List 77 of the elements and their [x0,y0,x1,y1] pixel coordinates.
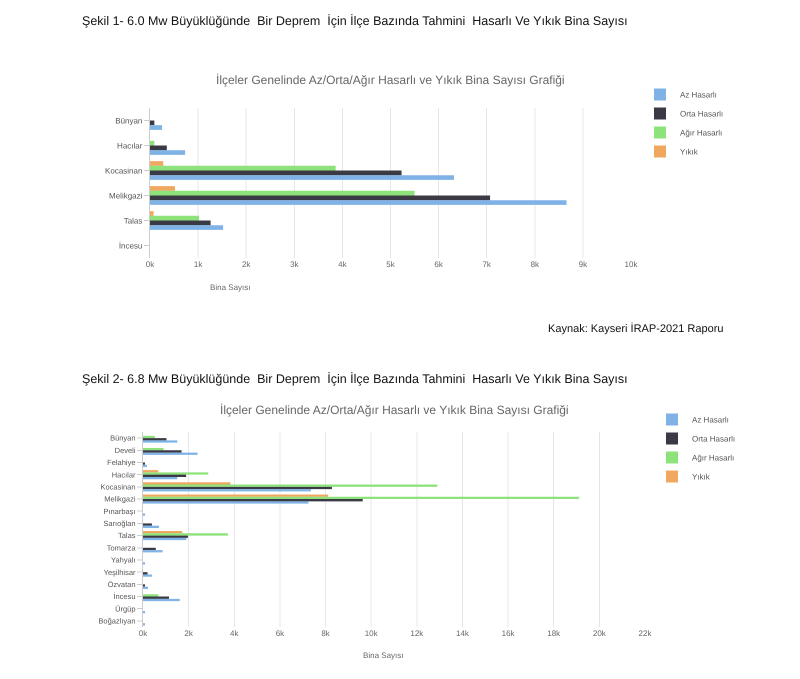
legend-label: Yıkık [680,148,699,157]
x-tick-label: 0k [146,260,156,269]
bar [143,494,328,497]
bar [143,452,198,455]
bar [150,125,162,130]
legend-label: Yıkık [692,472,711,482]
legend-label: Ağır Hasarlı [692,454,734,463]
bar [143,531,182,534]
x-tick-label: 3k [290,260,300,269]
legend-label: Orta Hasarlı [692,434,736,444]
bar [150,220,211,226]
chart-title: İlçeler Genelinde Az/Orta/Ağır Hasarlı ve Yıkık Bina Sayısı Grafiği [220,403,569,417]
bar [150,166,336,170]
x-tick-label: 4k [230,629,240,638]
bar [143,550,163,552]
bar [150,190,415,196]
y-tick-label: İncesu [118,241,142,250]
bar [143,470,158,472]
bar [143,536,188,538]
x-tick-label: 14k [456,629,470,638]
bar [150,120,154,126]
bar [150,140,154,146]
x-tick-label: 22k [638,629,652,638]
bar [150,150,186,155]
text: Kaynak: Kayseri İRAP-2021 Raporu [548,322,724,335]
x-tick-label: 5k [386,260,396,269]
legend-label: Orta Hasarlı [680,110,724,119]
bar [150,170,402,176]
legend-label: Az Hasarlı [692,416,729,425]
x-axis-title: Bina Sayısı [210,283,250,292]
bar [143,526,159,528]
y-tick-label: Talas [124,216,142,226]
chart-subtitle: Şekil 1- 6.0 Mw Büyüklüğünde Bir Deprem İçin İlçe Bazında Tahmini Hasarlı Ve Yıkık Bina Sayısı [82,14,628,28]
bar [143,448,164,450]
y-tick-label: Kocasinan [105,166,142,176]
bar [150,216,200,220]
bar [150,211,154,216]
x-tick-label: 16k [502,629,516,638]
x-axis-title: Bina Sayısı [363,651,404,660]
chart-subtitle: Şekil 2- 6.8 Mw Büyüklüğünde Bir Deprem İçin İlçe Bazında Tahmini Hasarlı Ve Yıkık Bina Sayısı [82,372,628,386]
bar [143,586,148,589]
bar [143,596,170,599]
bar [143,499,363,502]
x-tick-label: 6k [276,629,286,638]
bar [150,175,454,180]
x-tick-label: 2k [242,260,252,269]
x-tick-label: 6k [434,260,444,269]
x-tick-label: 4k [338,260,348,269]
bar [150,146,167,150]
x-tick-label: 10k [624,260,638,269]
x-tick-label: 0k [138,629,148,638]
y-tick-label: Melikgazi [109,191,143,200]
bar [150,196,490,200]
x-tick-label: 18k [547,629,562,638]
bar [143,484,438,487]
bar [143,474,186,477]
bar [143,489,311,492]
bar [150,200,567,205]
bar [143,438,166,440]
x-tick-label: 10k [364,629,379,638]
x-tick-label: 9k [578,260,588,269]
y-tick-label: Bünyan [115,116,142,126]
x-tick-label: 8k [321,629,331,638]
y-tick-label: Hacılar [117,141,143,150]
x-tick-label: 20k [592,629,607,638]
x-tick-label: 12k [410,629,424,638]
legend-label: Ağır Hasarlı [680,128,722,138]
x-tick-label: 2k [184,629,194,638]
chart-title: İlçeler Genelinde Az/Orta/Ağır Hasarlı ve Yıkık Bina Sayısı Grafiği [216,73,565,87]
x-tick-label: 8k [530,260,540,269]
bar [150,161,164,166]
bar [143,572,148,574]
bar [150,225,224,230]
legend-label: Az Hasarlı [680,90,717,100]
x-tick-label: 7k [482,260,492,269]
bar [150,186,176,191]
x-tick-label: 1k [194,260,204,269]
